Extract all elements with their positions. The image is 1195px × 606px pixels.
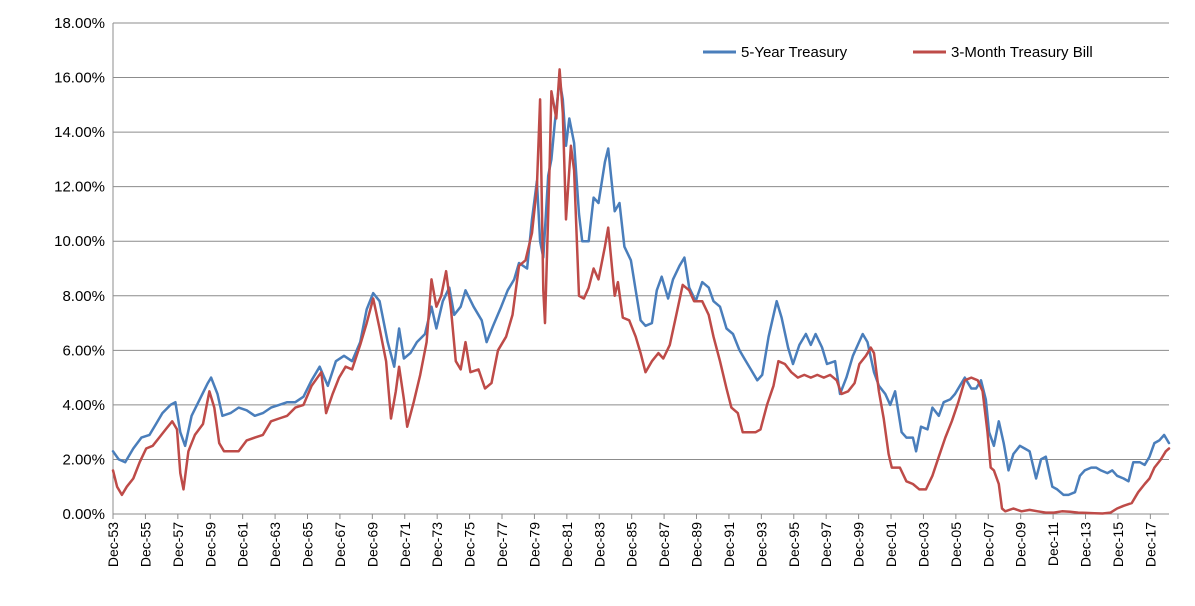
y-tick-label: 12.00%: [54, 179, 105, 196]
legend-label: 5-Year Treasury: [741, 44, 848, 61]
x-tick-label: Dec-55: [137, 522, 153, 567]
y-tick-label: 18.00%: [54, 15, 105, 32]
x-tick-label: Dec-67: [332, 522, 348, 567]
x-tick-label: Dec-93: [753, 522, 769, 567]
x-tick-label: Dec-85: [624, 522, 640, 567]
x-tick-label: Dec-73: [429, 522, 445, 567]
x-tick-label: Dec-63: [267, 522, 283, 567]
series-line-3-month-treasury-bill: [111, 68, 1171, 515]
x-tick-label: Dec-83: [591, 522, 607, 567]
x-tick-label: Dec-05: [948, 522, 964, 567]
x-axis: [112, 23, 1169, 519]
legend-label: 3-Month Treasury Bill: [951, 44, 1093, 61]
x-axis-tick-labels: Dec-53 Dec-55 Dec-57 Dec-59 Dec-61 Dec-63 Dec-…: [105, 522, 1158, 567]
horizontal-gridlines: [113, 22, 1169, 460]
x-tick-label: Dec-71: [397, 522, 413, 567]
x-tick-label: Dec-91: [721, 522, 737, 567]
y-tick-label: 10.00%: [54, 233, 105, 250]
x-tick-label: Dec-53: [105, 522, 121, 567]
y-tick-label: 2.00%: [62, 451, 105, 468]
y-tick-label: 6.00%: [62, 342, 105, 359]
x-tick-label: Dec-59: [202, 522, 218, 567]
x-tick-label: Dec-89: [689, 522, 705, 567]
x-tick-label: Dec-77: [494, 522, 510, 567]
y-axis-tick-labels: 0.00% 2.00% 4.00% 6.00% 8.00% 10.00% 12.00% 14.…: [54, 15, 105, 523]
x-tick-label: Dec-03: [915, 522, 931, 567]
x-tick-label: Dec-65: [300, 522, 316, 567]
x-tick-label: Dec-61: [235, 522, 251, 567]
x-tick-label: Dec-87: [656, 522, 672, 567]
legend: 5-Year Treasury 3-Month Treasury Bill: [703, 44, 1093, 61]
x-tick-label: Dec-69: [364, 522, 380, 567]
x-tick-label: Dec-97: [818, 522, 834, 567]
x-tick-label: Dec-01: [883, 522, 899, 567]
x-tick-label: Dec-81: [559, 522, 575, 567]
y-tick-label: 8.00%: [62, 288, 105, 305]
x-tick-label: Dec-57: [170, 522, 186, 567]
x-tick-label: Dec-13: [1078, 522, 1094, 567]
series-line-5-year-treasury: [111, 79, 1171, 497]
x-tick-label: Dec-95: [786, 522, 802, 567]
y-tick-label: 0.00%: [62, 506, 105, 523]
x-tick-label: Dec-09: [1013, 522, 1029, 567]
y-tick-label: 4.00%: [62, 397, 105, 414]
x-tick-label: Dec-07: [980, 522, 996, 567]
y-tick-label: 16.00%: [54, 70, 105, 87]
x-tick-label: Dec-15: [1110, 522, 1126, 567]
series-lines: [111, 68, 1171, 515]
x-tick-label: Dec-99: [851, 522, 867, 567]
x-tick-label: Dec-17: [1142, 522, 1158, 567]
y-tick-label: 14.00%: [54, 124, 105, 141]
x-tick-label: Dec-79: [526, 522, 542, 567]
x-tick-label: Dec-75: [462, 522, 478, 567]
x-tick-label: Dec-11: [1045, 522, 1061, 566]
